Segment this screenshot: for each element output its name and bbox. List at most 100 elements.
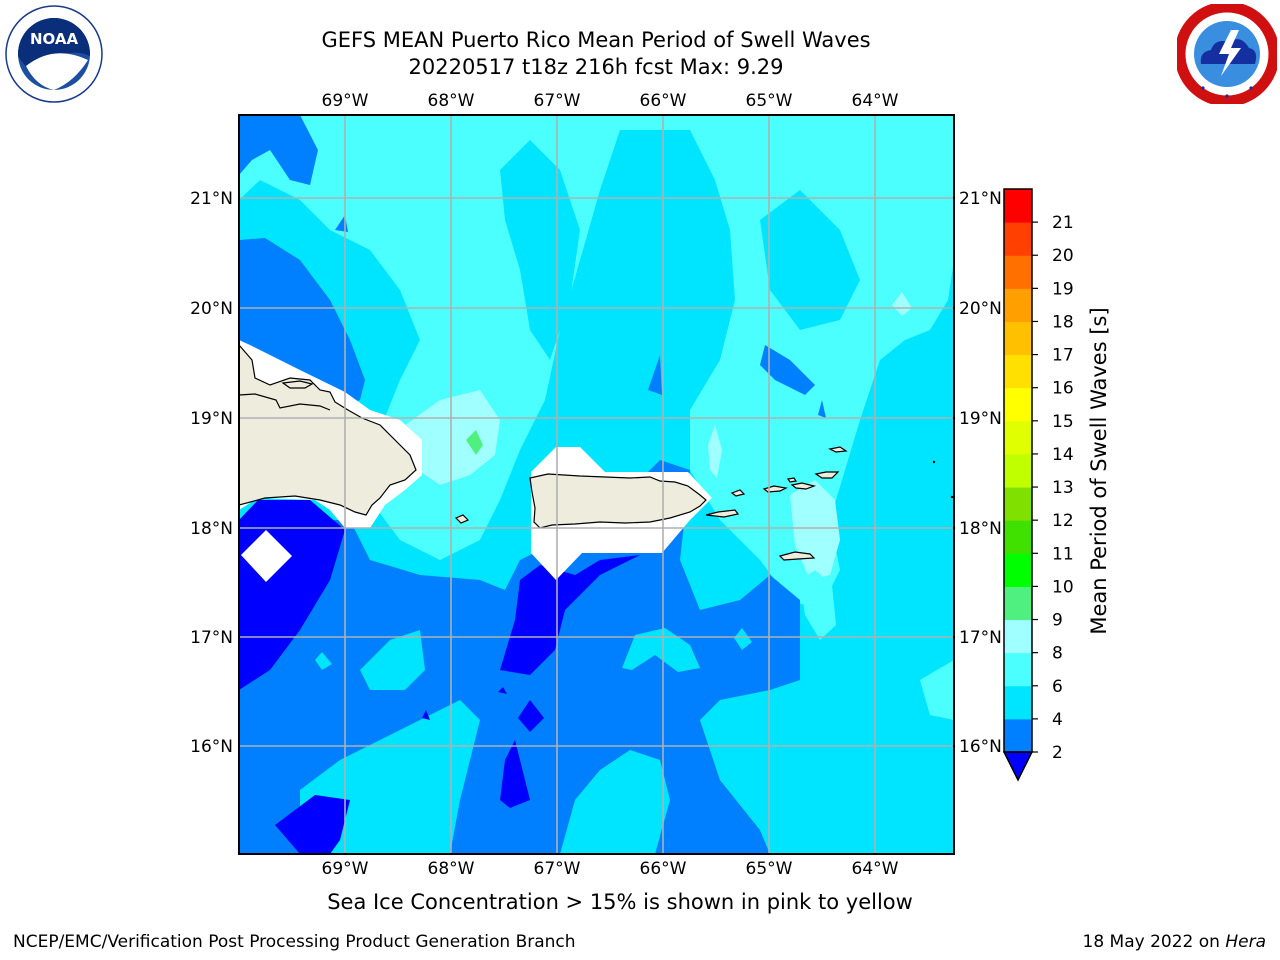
colorbar-swatch — [1004, 586, 1032, 621]
contour-9-10 — [466, 430, 483, 455]
colorbar-label: 9 — [1052, 611, 1063, 631]
lon-label-bottom: 67°W — [534, 859, 581, 879]
lon-label-bottom: 69°W — [322, 859, 369, 879]
colorbar-swatch — [1004, 453, 1032, 488]
contour-under-2-central — [500, 555, 640, 675]
colorbar-swatch — [1004, 387, 1032, 422]
contour-4-6-south-1 — [360, 630, 425, 690]
land-culebra — [730, 489, 746, 497]
land-puerto-rico — [529, 473, 707, 529]
land-hispaniola-nw-tip — [239, 393, 331, 411]
colorbar-label: 17 — [1052, 346, 1074, 366]
colorbar-label: 10 — [1052, 577, 1074, 597]
land-virgin-gorda — [814, 471, 840, 479]
chart-subtitle: 20220517 t18z 216h fcst Max: 9.29 — [408, 55, 784, 79]
colorbar-swatch — [1004, 520, 1032, 554]
lat-label-right: 16°N — [959, 737, 1002, 757]
colorbar-label: 11 — [1052, 544, 1074, 564]
land-vieques — [705, 509, 740, 518]
colorbar-swatch — [1004, 255, 1032, 289]
lat-label-left: 17°N — [190, 628, 233, 648]
sea-ice-note: Sea Ice Concentration > 15% is shown in … — [0, 890, 1280, 914]
contour-8-9-small — [708, 425, 722, 478]
nws-logo — [1177, 4, 1277, 104]
lon-label-top: 66°W — [640, 91, 687, 111]
contour-2-4-west-band — [239, 238, 365, 410]
colorbar-swatch — [1004, 222, 1032, 256]
contour-2-4-east-a — [760, 345, 815, 395]
lat-label-left: 20°N — [190, 299, 233, 319]
sea-ice-note-text: Sea Ice Concentration > 15% is shown in … — [327, 890, 913, 914]
colorbar-swatch — [1004, 718, 1032, 753]
contour-4-6-pocket-east — [760, 190, 860, 330]
lon-label-top: 64°W — [852, 91, 899, 111]
colorbar-swatch — [1004, 553, 1032, 587]
colorbar-label: 15 — [1052, 412, 1074, 432]
land-speck-east-2 — [950, 495, 954, 499]
contour-4-6-south-4 — [560, 750, 670, 854]
noaa-logo: NOAA — [5, 5, 103, 103]
footer-date-text: 18 May 2022 on — [1082, 932, 1220, 952]
lon-label-top: 67°W — [534, 91, 581, 111]
lat-label-left: 19°N — [190, 409, 233, 429]
contour-2-4-east-c — [818, 400, 826, 418]
colorbar-label: 13 — [1052, 478, 1074, 498]
map-frame — [238, 114, 955, 855]
contour-8-9-west — [405, 390, 500, 485]
contour-4-6-speck-1 — [315, 652, 332, 670]
chart-title: GEFS MEAN Puerto Rico Mean Period of Swe… — [321, 28, 871, 52]
colorbar-label: 20 — [1052, 246, 1074, 266]
lon-label-top: 68°W — [428, 91, 475, 111]
contour-4-6-south-2 — [622, 628, 700, 672]
colorbar-swatch — [1004, 652, 1032, 687]
land-hispaniola — [239, 344, 417, 516]
colorbar-label: 4 — [1052, 710, 1063, 730]
contour-4-6-east-strip — [700, 650, 954, 854]
land-tortola — [790, 482, 817, 490]
colorbar-label: 14 — [1052, 445, 1074, 465]
colorbar-under-triangle — [1002, 751, 1034, 782]
land-tortuga — [281, 380, 314, 389]
colorbar-swatch — [1004, 685, 1032, 720]
lon-label-bottom: 66°W — [640, 859, 687, 879]
colorbar-title: Mean Period of Swell Waves [s] — [1087, 307, 1111, 634]
colorbar-swatch — [1004, 189, 1032, 223]
colorbar-label: 18 — [1052, 312, 1074, 332]
lon-label-bottom: 68°W — [428, 859, 475, 879]
contour-2-4-northwest — [239, 115, 318, 185]
lat-label-right: 21°N — [959, 189, 1002, 209]
noaa-logo-text: NOAA — [30, 30, 79, 48]
colorbar-swatch — [1004, 288, 1032, 322]
map-plot-area — [239, 115, 954, 854]
contour-4-6-speck-2 — [734, 628, 752, 650]
land-speck-east — [932, 460, 936, 464]
footer-branch: NCEP/EMC/Verification Post Processing Pr… — [13, 932, 576, 952]
colorbar-label: 2 — [1052, 743, 1063, 763]
colorbar-swatch — [1004, 354, 1032, 389]
colorbar-swatch — [1004, 420, 1032, 455]
colorbar-label: 19 — [1052, 279, 1074, 299]
land-jost-van-dyke — [786, 477, 798, 483]
land-anegada — [828, 446, 848, 453]
land-small-isle-west — [454, 514, 470, 524]
contour-6-8-southeast — [800, 570, 836, 640]
lat-label-left: 21°N — [190, 189, 233, 209]
colorbar-swatch — [1004, 487, 1032, 521]
lon-label-bottom: 64°W — [852, 859, 899, 879]
mask-white-diamond — [241, 530, 292, 582]
colorbar-label: 12 — [1052, 511, 1074, 531]
colorbar-label: 16 — [1052, 379, 1074, 399]
colorbar-swatch — [1004, 321, 1032, 356]
colorbar-outline — [1003, 188, 1033, 753]
lat-label-right: 18°N — [959, 519, 1002, 539]
colorbar-label: 8 — [1052, 644, 1063, 664]
colorbar-swatch — [1004, 619, 1032, 654]
land-st-croix — [778, 551, 816, 561]
lat-label-right: 17°N — [959, 628, 1002, 648]
lon-label-top: 69°W — [322, 91, 369, 111]
contour-2-4-east-b — [648, 355, 662, 395]
colorbar-label: 21 — [1052, 213, 1074, 233]
lat-label-right: 19°N — [959, 409, 1002, 429]
graticule — [239, 115, 954, 854]
